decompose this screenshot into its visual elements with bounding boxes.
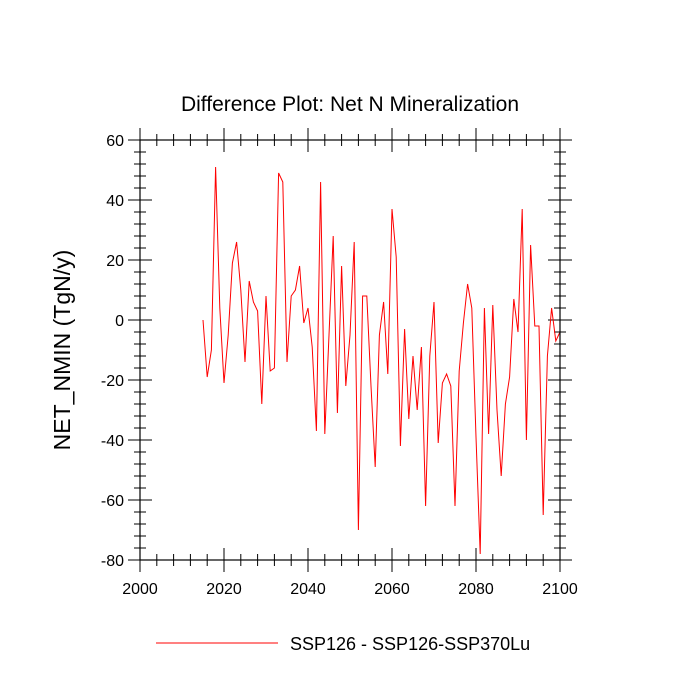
legend-label: SSP126 - SSP126-SSP370Lu [290, 634, 530, 654]
legend: SSP126 - SSP126-SSP370Lu [156, 634, 530, 654]
x-tick-label: 2040 [290, 581, 326, 598]
chart-title: Difference Plot: Net N Mineralization [181, 93, 519, 116]
x-tick-label: 2000 [122, 581, 158, 598]
y-tick-label: -20 [101, 373, 124, 390]
y-tick-label: -60 [101, 493, 124, 510]
x-tick-label: 2080 [458, 581, 494, 598]
y-tick-label: -40 [101, 433, 124, 450]
axis-tick-labels: 2000 2020 2040 2060 2080 2100-80-60-40-200204… [101, 133, 578, 598]
y-tick-label: -80 [101, 553, 124, 570]
series-lines [202, 166, 561, 555]
y-axis-label: NET_NMIN (TgN/y) [49, 250, 75, 451]
x-tick-label: 2060 [374, 581, 410, 598]
y-tick-label: 60 [106, 133, 124, 150]
series-line [202, 166, 561, 555]
x-tick-label: 2100 [542, 581, 578, 598]
y-tick-label: 0 [115, 313, 124, 330]
axis-ticks [128, 128, 572, 572]
y-tick-label: 40 [106, 193, 124, 210]
plot-frame [139, 139, 561, 561]
x-tick-label: 2020 [206, 581, 242, 598]
y-tick-label: 20 [106, 253, 124, 270]
